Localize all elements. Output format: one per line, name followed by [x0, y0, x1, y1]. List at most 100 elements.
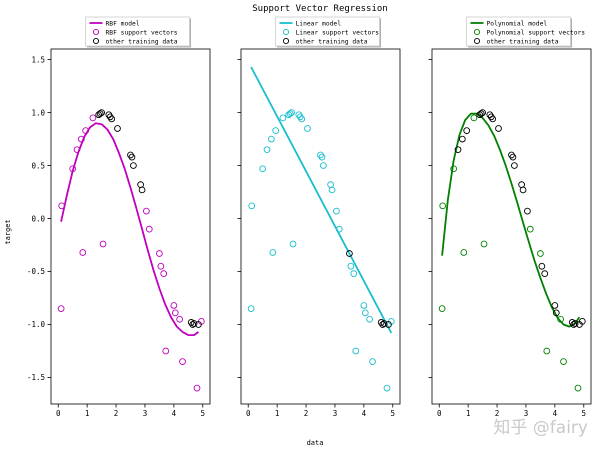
support-vector-point — [298, 115, 306, 123]
other-training-point — [98, 109, 105, 116]
x-tick-label: 3 — [143, 409, 148, 418]
other-training-point — [463, 127, 471, 134]
other-training-point — [551, 302, 559, 309]
other-training-point — [571, 320, 579, 327]
other-training-point — [114, 125, 121, 132]
support-vector-point — [560, 358, 567, 365]
legend-box — [275, 16, 380, 47]
other-training-point — [459, 135, 466, 143]
other-training-point — [385, 321, 392, 328]
support-vector-point — [247, 305, 255, 312]
legend-model-label: Polynomial model — [487, 21, 548, 28]
other-training-point — [538, 262, 546, 270]
model-curve — [60, 122, 199, 337]
legend-other-swatch — [92, 37, 100, 45]
support-vector-point — [193, 384, 201, 392]
support-vector-point — [73, 146, 81, 154]
legend-sv-label: Polynomial support vectors — [487, 30, 586, 37]
other-training-point — [454, 146, 462, 154]
support-vector-point — [82, 127, 90, 134]
support-vector-point — [360, 302, 368, 309]
other-training-point — [487, 113, 495, 121]
legend-box — [85, 16, 190, 47]
support-vector-point — [259, 165, 267, 173]
legend-sv-swatch — [92, 28, 100, 36]
support-vector-point — [526, 225, 534, 233]
watermark-text: 知乎 @fairy — [493, 418, 588, 438]
legend-model-label: Linear model — [296, 21, 342, 28]
legend: Linear model Linear support vectors other … — [275, 16, 381, 48]
x-tick-label: 3 — [524, 409, 529, 418]
legend-other-label: other training data — [106, 39, 178, 46]
support-vector-point — [248, 202, 256, 210]
legend-other-label: other training data — [296, 39, 368, 46]
support-vector-point — [170, 302, 178, 309]
support-vector-point — [450, 165, 458, 173]
support-vector-point — [439, 202, 447, 210]
support-vector-point — [145, 225, 153, 233]
x-tick-label: 5 — [201, 409, 206, 418]
support-vector-point — [383, 384, 391, 392]
support-vector-point — [263, 146, 271, 154]
support-vector-point — [470, 114, 478, 122]
support-vector-point — [279, 114, 287, 122]
support-vector-point — [162, 347, 170, 355]
other-training-point — [489, 115, 497, 123]
support-vector-point — [160, 270, 168, 278]
x-tick-label: 0 — [56, 409, 61, 418]
subplot-2: 0 1 2 3 4 5 Linear model Linear support vectors… — [237, 16, 401, 418]
axes-frame — [240, 48, 401, 405]
support-vector-point — [57, 305, 65, 312]
support-vector-point — [157, 262, 165, 270]
support-vector-point — [557, 315, 564, 323]
other-training-point — [128, 153, 136, 161]
support-vector-point — [317, 151, 324, 159]
y-tick-label: 1.0 — [31, 108, 45, 117]
support-vector-point — [304, 125, 311, 132]
support-vector-point — [320, 162, 327, 169]
y-tick-label: -1.5 — [27, 373, 45, 382]
other-training-point — [346, 250, 353, 257]
other-training-point — [130, 162, 137, 169]
other-training-point — [508, 151, 515, 159]
x-tick-label: 2 — [304, 409, 309, 418]
legend-model-label: RBF model — [106, 21, 140, 28]
other-training-point — [187, 319, 195, 326]
support-vector-point — [480, 240, 488, 248]
support-vector-point — [89, 114, 97, 122]
support-vector-point — [58, 202, 66, 210]
legend-box — [466, 16, 571, 47]
x-tick-label: 0 — [246, 409, 251, 418]
y-axis-label: target — [4, 219, 12, 244]
support-vector-point — [366, 315, 373, 323]
support-vector-point — [99, 240, 107, 248]
other-training-point — [479, 109, 486, 116]
support-vector-point — [79, 249, 87, 256]
other-training-point — [138, 186, 146, 194]
support-vector-point — [272, 127, 280, 134]
x-tick-label: 1 — [85, 409, 90, 418]
other-training-point — [127, 151, 134, 159]
support-vector-point — [143, 207, 150, 215]
subplot-3: 0 1 2 3 4 5 Polynomial model Polynomial support… — [428, 16, 592, 418]
legend-sv-label: RBF support vectors — [106, 30, 178, 37]
axes-frame — [50, 48, 211, 405]
x-tick-label: 1 — [275, 409, 280, 418]
support-vector-point — [176, 315, 183, 323]
support-vector-point — [268, 135, 275, 143]
other-training-point — [195, 321, 202, 328]
other-training-point — [541, 270, 549, 278]
other-training-point — [106, 113, 114, 121]
support-vector-point — [171, 309, 179, 317]
support-vector-point — [328, 186, 336, 194]
support-vector-point — [289, 240, 297, 248]
x-tick-label: 5 — [582, 409, 587, 418]
legend-sv-swatch — [282, 28, 290, 36]
legend-other-swatch — [282, 37, 290, 45]
support-vector-point — [333, 207, 340, 215]
support-vector-point — [296, 113, 304, 121]
support-vector-point — [318, 153, 326, 161]
